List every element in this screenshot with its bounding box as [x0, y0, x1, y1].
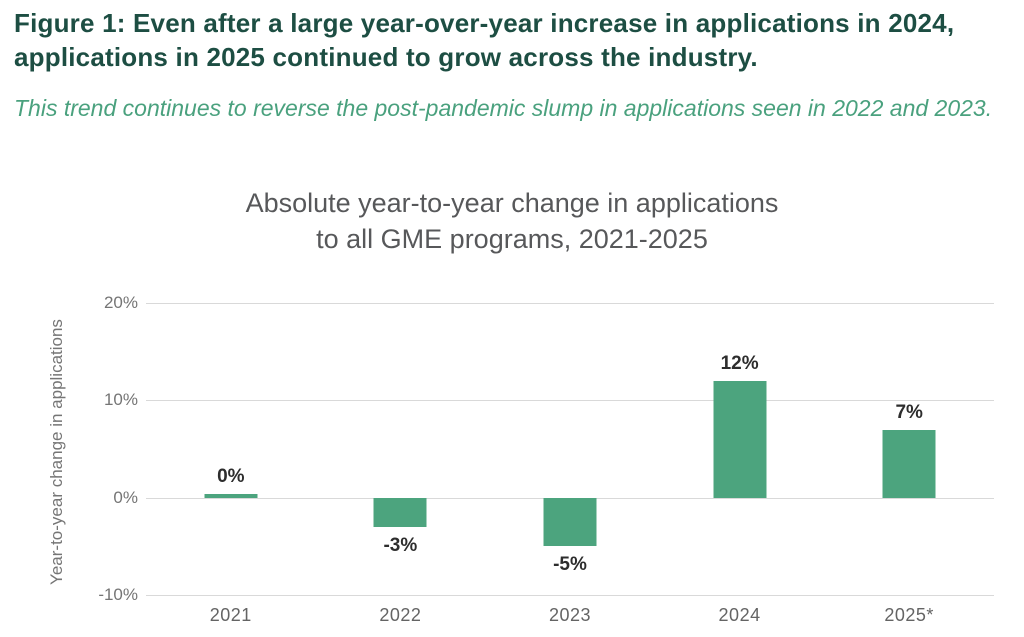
- bar-2021: [204, 493, 258, 498]
- y-axis-tick-labels: 20% 10% 0% -10%: [0, 293, 138, 604]
- bar-2023: [543, 497, 597, 547]
- bar-value-label: 0%: [217, 465, 245, 487]
- bar-group-2023: -5%: [485, 303, 655, 595]
- y-tick-0: 0%: [113, 487, 138, 507]
- gridline-20: [146, 303, 994, 304]
- bar-2024: [713, 380, 767, 498]
- y-tick-10: 10%: [103, 390, 138, 410]
- y-tick-neg10: -10%: [98, 585, 138, 604]
- x-label-2023: 2023: [548, 605, 591, 625]
- x-label-2025: 2025*: [884, 605, 934, 625]
- y-tick-20: 20%: [103, 293, 138, 312]
- figure-subtitle: This trend continues to reverse the post…: [14, 95, 993, 121]
- x-label-2024: 2024: [718, 605, 761, 625]
- bar-group-2024: 12%: [655, 303, 825, 595]
- chart-title-line2: to all GME programs, 2021-2025: [316, 224, 708, 255]
- gridline-neg10: [146, 595, 994, 596]
- x-label-2022: 2022: [379, 605, 422, 625]
- gridline-10: [146, 400, 994, 402]
- bar-value-label: -5%: [553, 554, 587, 576]
- bar-group-2025: 7%: [824, 303, 994, 595]
- bars-container: 0% -3% -5% 12% 7%: [146, 303, 994, 595]
- x-label-2021: 2021: [209, 605, 252, 625]
- chart-title: Absolute year-to-year change in applicat…: [0, 185, 1024, 258]
- bar-value-label: -3%: [383, 534, 418, 556]
- chart-title-line1: Absolute year-to-year change in applicat…: [245, 188, 779, 218]
- bar-2022: [373, 497, 427, 527]
- plot-area: 0% -3% -5% 12% 7%: [146, 303, 994, 596]
- bar-group-2021: 0%: [146, 303, 316, 595]
- x-axis-labels: 2021 2022 2023 2024 2025*: [146, 605, 994, 626]
- bar-2025: [882, 429, 936, 498]
- figure-title: Figure 1: Even after a large year-over-y…: [14, 8, 955, 73]
- bar-value-label: 7%: [895, 401, 923, 423]
- bar-group-2022: -3%: [316, 303, 486, 595]
- bar-value-label: 12%: [720, 352, 759, 374]
